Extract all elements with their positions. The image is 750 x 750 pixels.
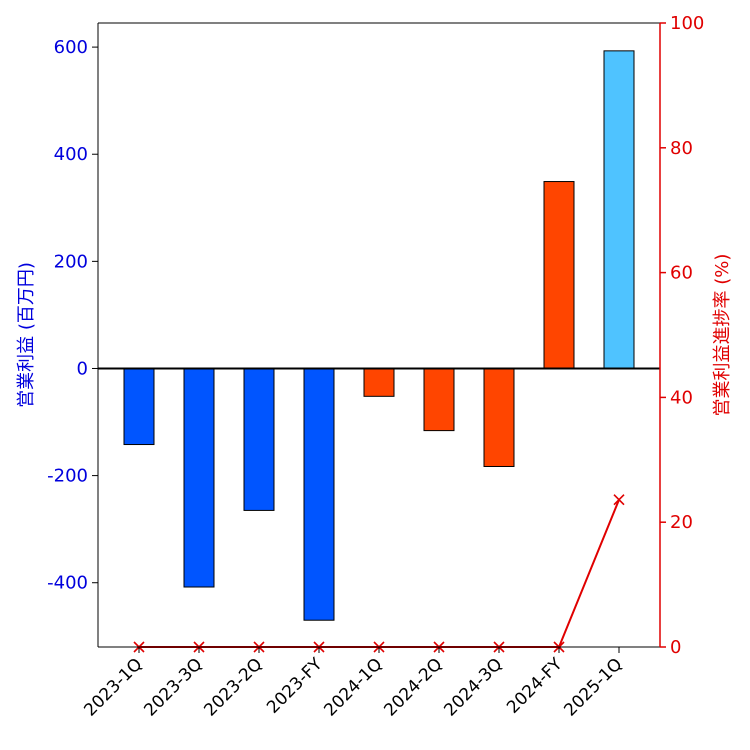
bar-2023-3Q — [183, 367, 215, 588]
left-axis-title: 営業利益 (百万円) — [16, 262, 37, 408]
right-y-axis: 0 20 40 60 80 100 — [660, 13, 704, 658]
progress-marker-2025-1Q — [613, 494, 625, 506]
x-tick-label-2024-2Q: 2024-2Q — [380, 654, 446, 720]
x-tick-label-2024-1Q: 2024-1Q — [320, 654, 386, 720]
x-tick-label-2025-1Q: 2025-1Q — [560, 654, 626, 720]
left-tick-label-200: 200 — [54, 251, 88, 272]
x-tick-label-2023-FY: 2023-FY — [263, 654, 327, 718]
x-tick-label-2023-1Q: 2023-1Q — [80, 654, 146, 720]
bar-2024-2Q — [423, 367, 455, 432]
left-y-axis: -400 -200 0 200 400 600 — [47, 37, 98, 594]
left-tick-label-0: 0 — [77, 358, 88, 379]
bar-2023-1Q — [123, 367, 155, 446]
bar-2024-FY — [543, 181, 575, 369]
bar-2025-1Q — [603, 50, 635, 369]
plot-frame — [97, 22, 661, 648]
right-tick-label-100: 100 — [670, 13, 704, 34]
bars-layer — [123, 50, 635, 621]
left-tick-label--200: -200 — [47, 466, 88, 487]
right-tick-label-0: 0 — [670, 637, 681, 658]
right-tick-label-20: 20 — [670, 512, 693, 533]
x-tick-label-2023-2Q: 2023-2Q — [200, 654, 266, 720]
bar-2024-3Q — [483, 367, 515, 467]
right-axis-title: 営業利益進捗率 (%) — [712, 254, 733, 417]
left-tick-label--400: -400 — [47, 573, 88, 594]
x-tick-label-2024-FY: 2024-FY — [503, 654, 567, 718]
right-tick-label-80: 80 — [670, 138, 693, 159]
left-tick-label-400: 400 — [54, 144, 88, 165]
x-tick-label-2024-3Q: 2024-3Q — [440, 654, 506, 720]
bar-2023-2Q — [243, 367, 275, 511]
x-axis: 2023-1Q2023-3Q2023-2Q2023-FY2024-1Q2024-… — [80, 647, 627, 721]
right-tick-label-60: 60 — [670, 263, 693, 284]
x-tick-label-2023-3Q: 2023-3Q — [140, 654, 206, 720]
right-tick-label-40: 40 — [670, 387, 693, 408]
bar-2023-FY — [303, 367, 335, 621]
bar-2024-1Q — [363, 367, 395, 397]
left-tick-label-600: 600 — [54, 37, 88, 58]
